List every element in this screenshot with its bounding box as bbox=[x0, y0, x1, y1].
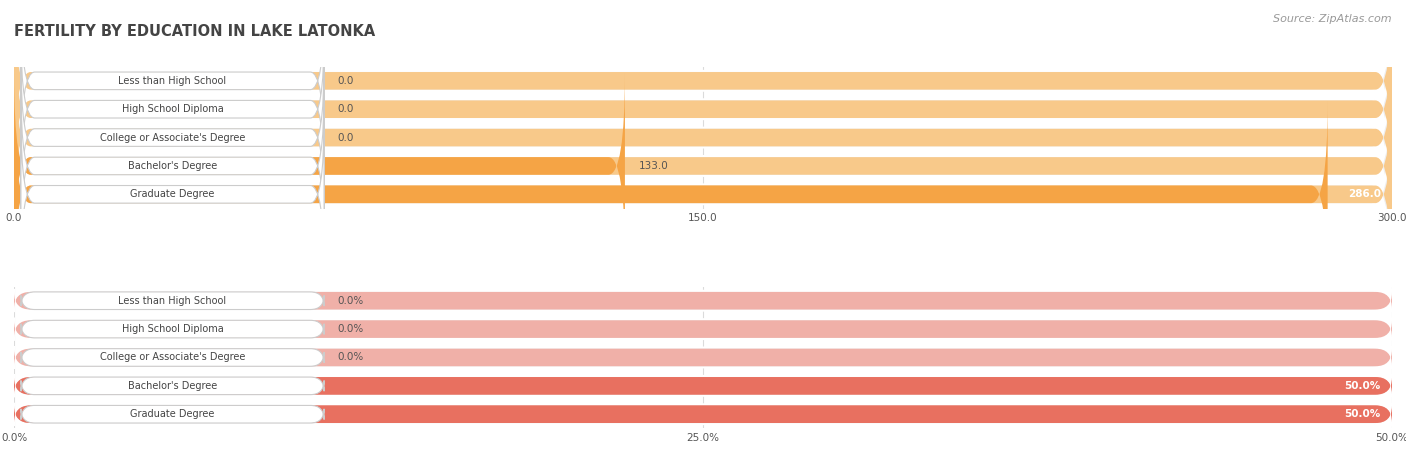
FancyBboxPatch shape bbox=[21, 4, 325, 157]
Text: 0.0: 0.0 bbox=[337, 76, 354, 86]
Text: Source: ZipAtlas.com: Source: ZipAtlas.com bbox=[1274, 14, 1392, 24]
FancyBboxPatch shape bbox=[14, 403, 1392, 426]
Text: 0.0%: 0.0% bbox=[337, 324, 364, 334]
FancyBboxPatch shape bbox=[14, 377, 1392, 395]
Text: Bachelor's Degree: Bachelor's Degree bbox=[128, 381, 217, 391]
Text: 0.0%: 0.0% bbox=[337, 352, 364, 362]
FancyBboxPatch shape bbox=[21, 377, 325, 395]
Text: 133.0: 133.0 bbox=[638, 161, 668, 171]
FancyBboxPatch shape bbox=[14, 0, 1392, 227]
FancyBboxPatch shape bbox=[14, 318, 1392, 340]
FancyBboxPatch shape bbox=[14, 73, 1392, 259]
FancyBboxPatch shape bbox=[14, 73, 624, 259]
FancyBboxPatch shape bbox=[14, 101, 1392, 288]
FancyBboxPatch shape bbox=[21, 118, 325, 271]
FancyBboxPatch shape bbox=[21, 89, 325, 242]
FancyBboxPatch shape bbox=[21, 349, 325, 366]
FancyBboxPatch shape bbox=[14, 16, 1392, 203]
FancyBboxPatch shape bbox=[21, 292, 325, 309]
Text: High School Diploma: High School Diploma bbox=[122, 324, 224, 334]
Text: 0.0: 0.0 bbox=[337, 133, 354, 143]
FancyBboxPatch shape bbox=[14, 101, 1327, 288]
FancyBboxPatch shape bbox=[14, 77, 1392, 312]
Text: Less than High School: Less than High School bbox=[118, 296, 226, 306]
Text: 0.0%: 0.0% bbox=[337, 296, 364, 306]
Text: 286.0: 286.0 bbox=[1348, 189, 1381, 199]
FancyBboxPatch shape bbox=[14, 0, 1392, 174]
Text: Bachelor's Degree: Bachelor's Degree bbox=[128, 161, 217, 171]
Text: Graduate Degree: Graduate Degree bbox=[131, 189, 215, 199]
Text: Graduate Degree: Graduate Degree bbox=[131, 409, 215, 419]
FancyBboxPatch shape bbox=[14, 289, 1392, 312]
FancyBboxPatch shape bbox=[21, 33, 325, 186]
FancyBboxPatch shape bbox=[14, 346, 1392, 369]
Text: 0.0: 0.0 bbox=[337, 104, 354, 114]
FancyBboxPatch shape bbox=[14, 48, 1392, 284]
FancyBboxPatch shape bbox=[14, 349, 1392, 366]
FancyBboxPatch shape bbox=[14, 377, 1392, 395]
FancyBboxPatch shape bbox=[14, 320, 1392, 338]
Text: College or Associate's Degree: College or Associate's Degree bbox=[100, 352, 245, 362]
FancyBboxPatch shape bbox=[14, 406, 1392, 423]
Text: High School Diploma: High School Diploma bbox=[122, 104, 224, 114]
FancyBboxPatch shape bbox=[21, 61, 325, 214]
FancyBboxPatch shape bbox=[14, 20, 1392, 255]
Text: 50.0%: 50.0% bbox=[1344, 409, 1381, 419]
FancyBboxPatch shape bbox=[14, 44, 1392, 231]
FancyBboxPatch shape bbox=[21, 320, 325, 338]
FancyBboxPatch shape bbox=[21, 406, 325, 423]
FancyBboxPatch shape bbox=[14, 375, 1392, 397]
FancyBboxPatch shape bbox=[14, 0, 1392, 198]
FancyBboxPatch shape bbox=[14, 406, 1392, 423]
Text: Less than High School: Less than High School bbox=[118, 76, 226, 86]
Text: College or Associate's Degree: College or Associate's Degree bbox=[100, 133, 245, 143]
Text: 50.0%: 50.0% bbox=[1344, 381, 1381, 391]
Text: FERTILITY BY EDUCATION IN LAKE LATONKA: FERTILITY BY EDUCATION IN LAKE LATONKA bbox=[14, 24, 375, 39]
FancyBboxPatch shape bbox=[14, 292, 1392, 309]
